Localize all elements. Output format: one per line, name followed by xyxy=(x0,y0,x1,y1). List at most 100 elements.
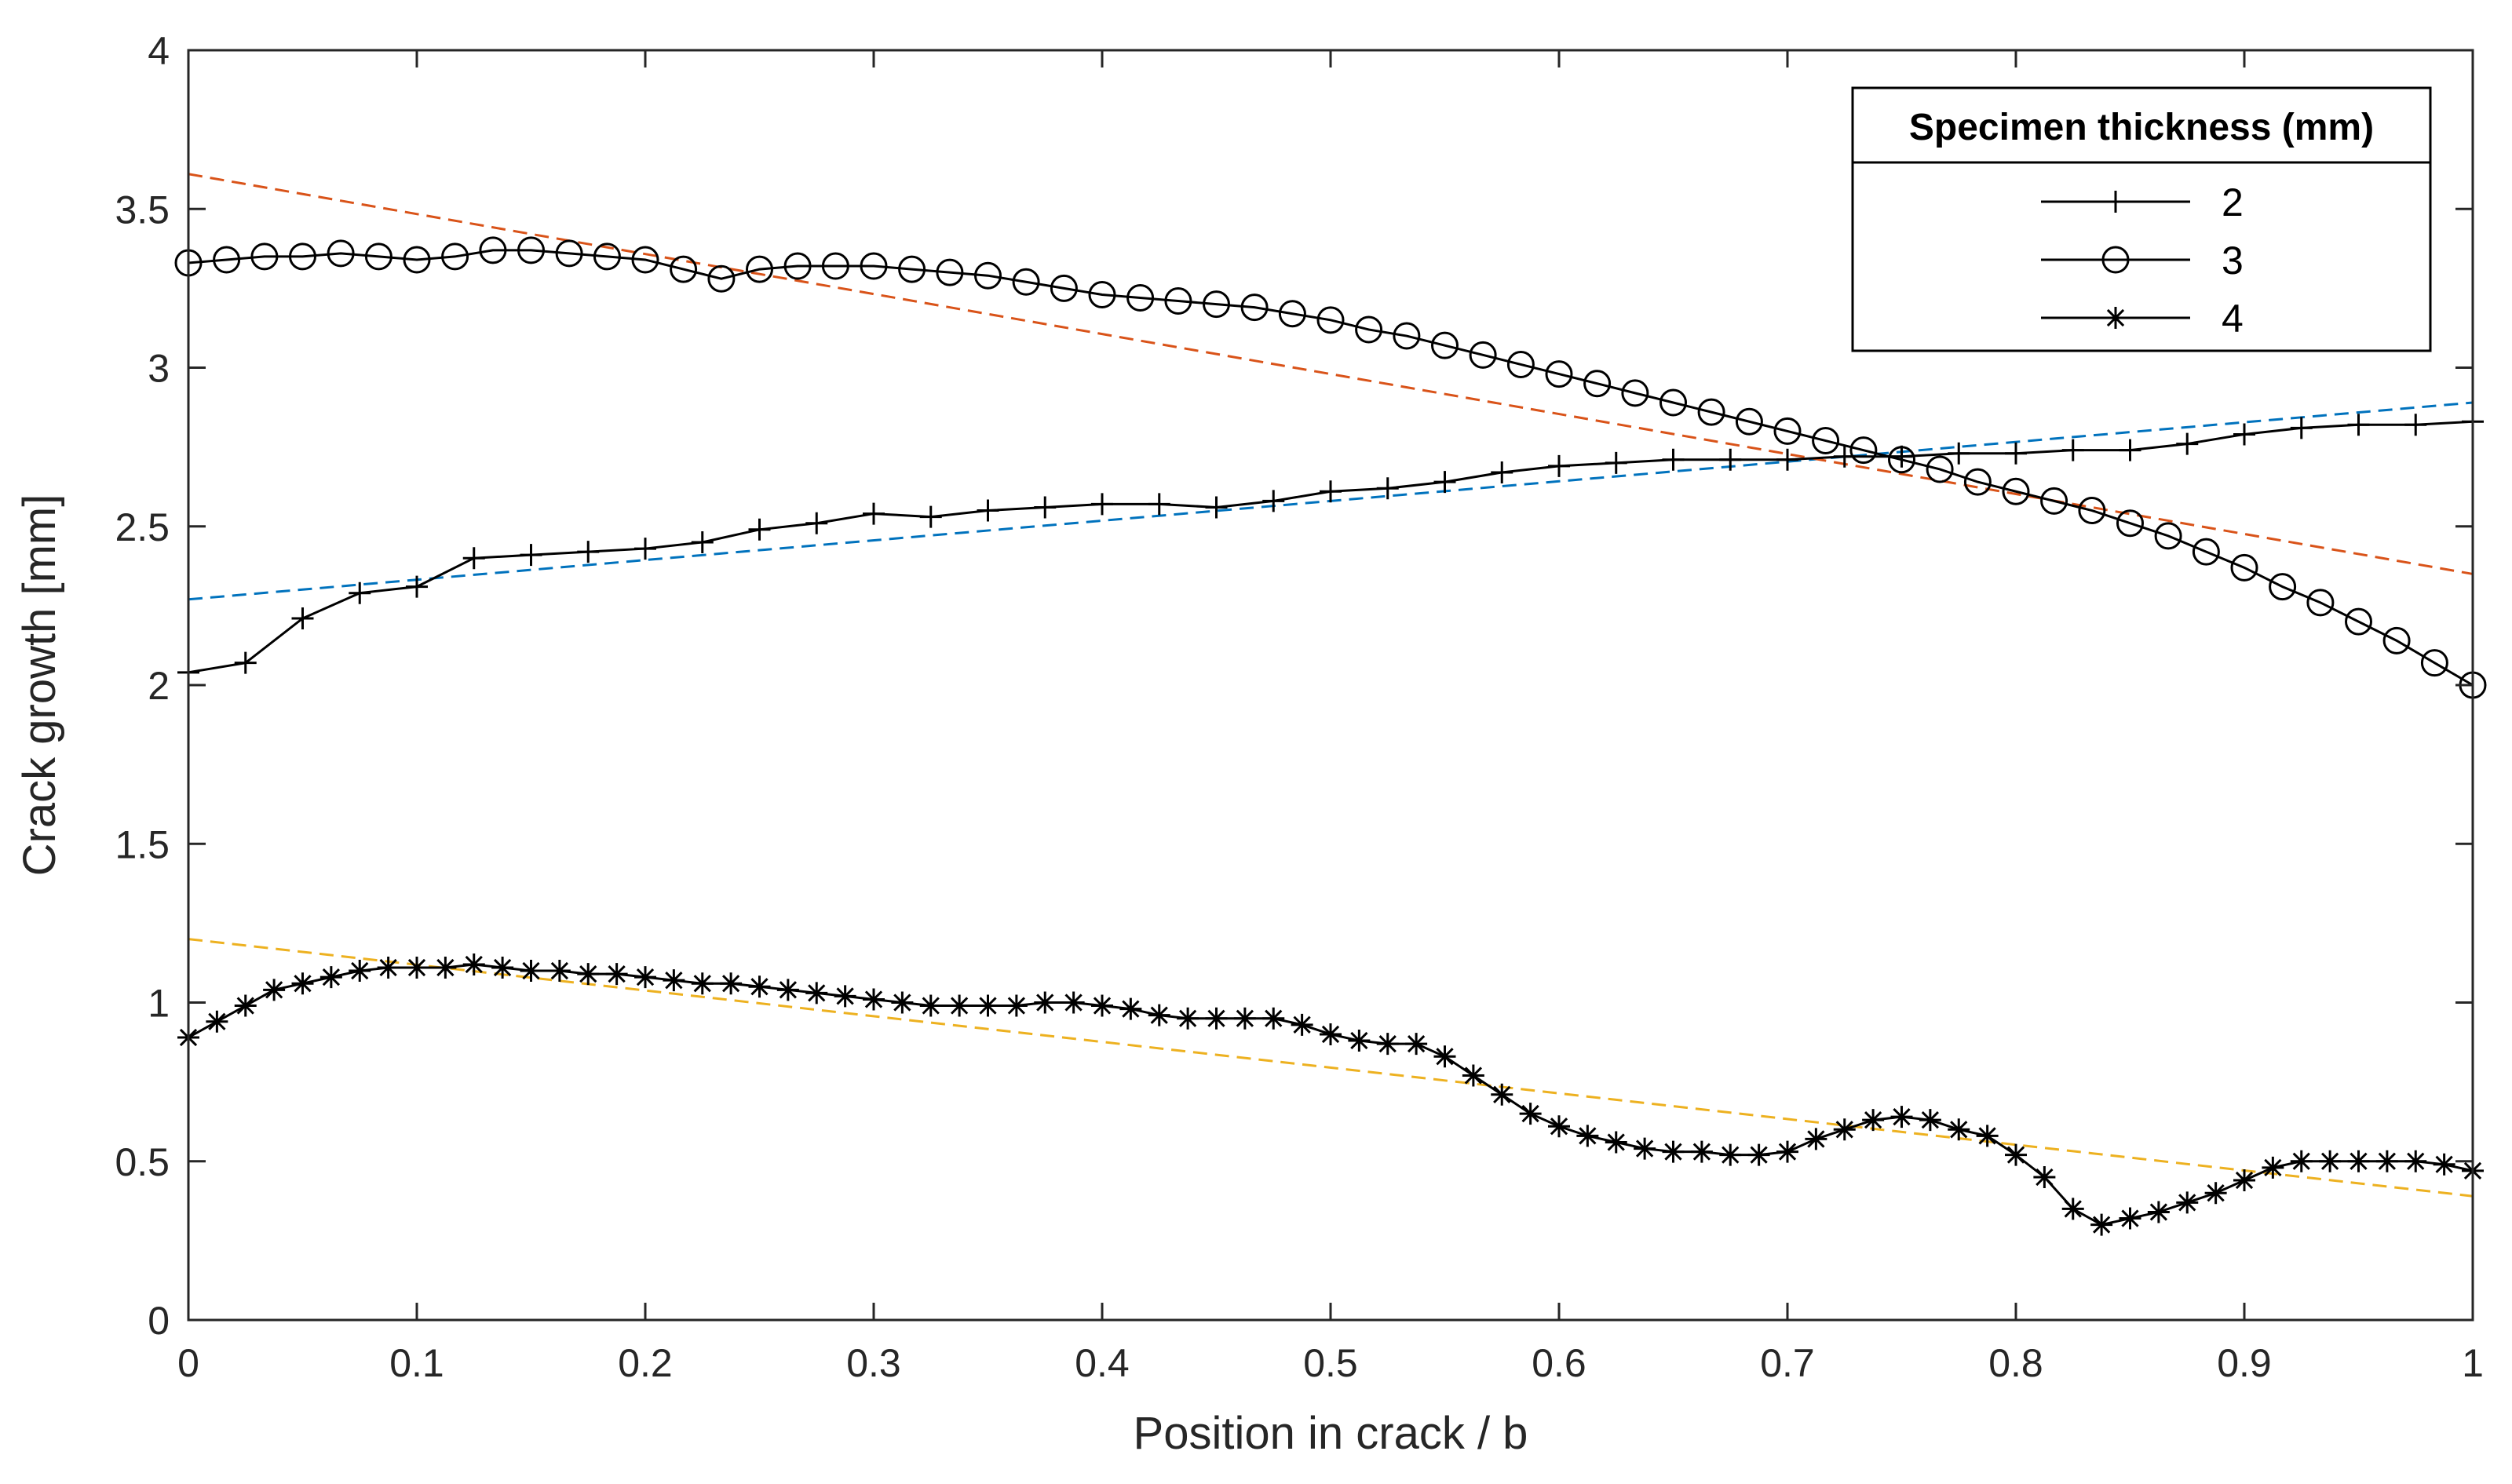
data-point xyxy=(1963,468,1992,496)
data-point xyxy=(2090,1213,2113,1236)
data-point xyxy=(2290,417,2313,439)
data-point xyxy=(555,239,583,268)
data-point xyxy=(2404,1150,2427,1172)
data-point xyxy=(2204,1182,2227,1205)
data-point xyxy=(919,505,942,528)
legend-entry-4: 4 xyxy=(2041,297,2244,341)
data-point xyxy=(1205,1007,1228,1030)
data-point xyxy=(1662,448,1685,471)
legend-marker xyxy=(2105,307,2127,329)
data-point xyxy=(1862,1109,1885,1132)
data-point xyxy=(977,994,999,1017)
data-point xyxy=(2382,626,2411,654)
x-tick-label: 0.8 xyxy=(1988,1341,2043,1385)
data-point xyxy=(441,242,469,271)
data-point xyxy=(1659,388,1687,417)
data-point xyxy=(1926,455,1954,483)
data-point xyxy=(1634,1137,1656,1160)
data-point xyxy=(1719,448,1742,471)
data-point xyxy=(517,236,545,264)
data-point xyxy=(2347,1150,2370,1172)
data-point xyxy=(1262,490,1285,512)
y-tick-label: 0.5 xyxy=(115,1140,170,1184)
data-point xyxy=(1262,1007,1285,1030)
data-point xyxy=(1034,496,1057,519)
data-point xyxy=(1833,1118,1856,1141)
data-point xyxy=(2119,1207,2141,1230)
data-point xyxy=(1519,1103,1542,1125)
data-point xyxy=(289,242,316,271)
data-point xyxy=(898,255,926,283)
data-point xyxy=(1148,1004,1170,1026)
data-point xyxy=(2233,1169,2255,1192)
data-point xyxy=(1433,1045,1456,1068)
data-point xyxy=(2345,607,2372,636)
data-point xyxy=(1088,280,1116,308)
data-point xyxy=(1491,461,1513,483)
data-point xyxy=(1091,994,1113,1017)
data-point xyxy=(2192,538,2220,566)
data-point xyxy=(821,252,849,280)
data-point xyxy=(1719,1143,1742,1166)
legend-label: 4 xyxy=(2222,297,2244,341)
data-point xyxy=(1203,290,1230,319)
data-point xyxy=(319,966,342,989)
legend-marker xyxy=(2101,246,2130,274)
data-point xyxy=(1462,1064,1484,1087)
legend-entry-2: 2 xyxy=(2041,180,2244,224)
data-point xyxy=(593,242,621,271)
data-point xyxy=(1148,493,1170,516)
data-point xyxy=(479,236,507,264)
data-point xyxy=(948,994,971,1017)
data-point xyxy=(670,255,698,283)
data-point xyxy=(805,982,828,1005)
data-point xyxy=(1948,442,1970,465)
data-point xyxy=(263,979,286,1001)
data-point xyxy=(1773,417,1802,445)
data-point xyxy=(1316,306,1345,334)
data-point xyxy=(891,991,914,1014)
data-point xyxy=(805,512,828,534)
data-point xyxy=(634,538,656,560)
y-tick-label: 3 xyxy=(148,347,170,391)
data-point xyxy=(1091,493,1113,516)
data-point xyxy=(977,499,999,522)
data-point xyxy=(1890,445,1913,468)
data-point xyxy=(2040,487,2068,515)
data-point xyxy=(577,963,600,986)
data-point xyxy=(2147,1201,2170,1223)
data-point xyxy=(974,261,1002,290)
series-4 xyxy=(177,953,2484,1236)
y-tick-label: 2.5 xyxy=(115,505,170,549)
data-point xyxy=(1890,1106,1913,1128)
data-point xyxy=(634,966,656,989)
data-point xyxy=(1576,1125,1599,1147)
data-point xyxy=(213,246,241,274)
data-point xyxy=(2262,1156,2284,1179)
data-point xyxy=(291,972,314,995)
data-point xyxy=(377,957,400,979)
data-point xyxy=(746,255,773,283)
x-tick-label: 0.5 xyxy=(1303,1341,1358,1385)
data-point xyxy=(1948,1118,1970,1141)
data-point xyxy=(2176,1191,2199,1214)
data-point xyxy=(364,242,392,271)
data-point xyxy=(631,246,659,274)
data-point xyxy=(1805,1128,1827,1150)
data-point xyxy=(206,1010,228,1033)
data-point xyxy=(434,957,457,979)
x-tick-label: 1 xyxy=(2462,1341,2484,1385)
data-point xyxy=(1393,322,1421,350)
data-point xyxy=(1469,341,1497,369)
data-point xyxy=(2005,1143,2027,1166)
x-axis-label: Position in crack / b xyxy=(1134,1408,1528,1459)
data-point xyxy=(1005,994,1028,1017)
data-point xyxy=(1034,991,1057,1014)
data-point xyxy=(520,960,542,983)
axis-ticks: 0 0.1 0.2 0.3 0.4 0.5 0.6 0.7 0.8 0.9 1 0 0.5 1 1.5 2 2.… xyxy=(115,29,2483,1385)
data-point xyxy=(1126,284,1155,312)
x-tick-label: 0.2 xyxy=(618,1341,673,1385)
data-point xyxy=(548,960,571,983)
data-point xyxy=(1583,370,1612,398)
